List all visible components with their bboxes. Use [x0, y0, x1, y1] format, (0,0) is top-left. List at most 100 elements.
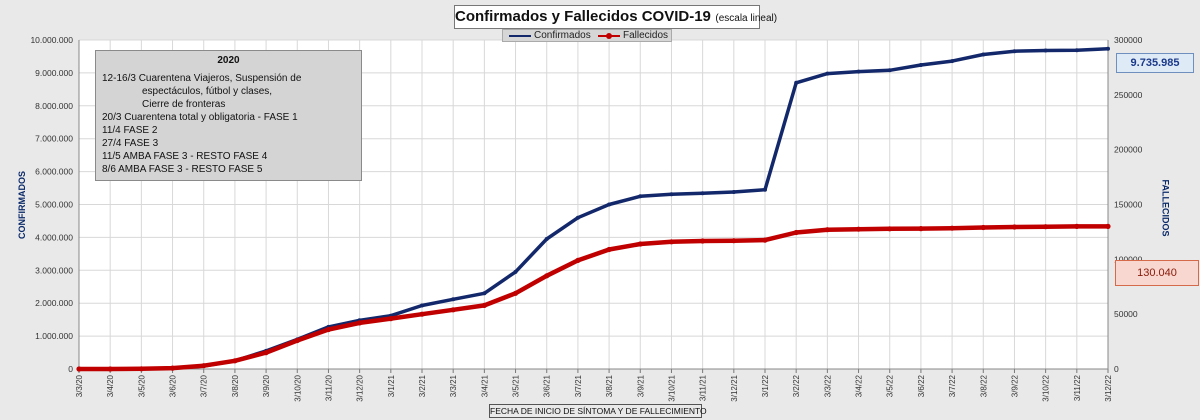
x-tick-label: 3/4/22: [855, 374, 864, 397]
data-point-confirmados: [575, 215, 580, 220]
x-tick-label: 3/8/21: [605, 374, 614, 397]
y-right-tick-label: 100000: [1114, 254, 1143, 264]
x-tick-label: 3/2/22: [792, 374, 801, 397]
data-point-fallecidos: [762, 237, 768, 243]
y-right-tick-label: 150000: [1114, 200, 1143, 210]
data-point-confirmados: [1106, 46, 1110, 51]
legend-swatch-confirmados: [509, 35, 531, 37]
data-point-fallecidos: [294, 337, 300, 344]
data-point-fallecidos: [855, 226, 862, 232]
data-point-fallecidos: [918, 226, 924, 232]
x-tick-label: 3/5/21: [512, 374, 521, 397]
series-group: [76, 46, 1111, 372]
y-left-tick-label: 1.000.000: [35, 331, 73, 341]
x-tick-label: 3/10/20: [293, 374, 302, 401]
data-point-fallecidos: [481, 302, 487, 308]
annotation-line: 11/5 AMBA FASE 3 - RESTO FASE 4: [102, 151, 268, 162]
y-right-tick-label: 50000: [1114, 309, 1138, 319]
data-point-fallecidos: [232, 358, 238, 364]
x-tick-label: 3/4/21: [480, 374, 489, 397]
y-left-tick-label: 0: [68, 364, 73, 374]
x-tick-label: 3/11/21: [699, 374, 708, 401]
x-tick-label: 3/1/21: [387, 374, 396, 397]
y-left-tick-label: 5.000.000: [35, 200, 73, 210]
series-line-fallecidos: [76, 224, 1111, 372]
legend-label-confirmados: Confirmados: [534, 30, 591, 41]
x-axis-title: FECHA DE INICIO DE SÍNTOMA Y DE FALLECIM…: [489, 404, 707, 418]
data-point-fallecidos: [637, 241, 643, 247]
x-tick-label: 3/6/22: [917, 374, 926, 397]
annotation-line: 27/4 FASE 3: [102, 138, 159, 149]
x-tick-label: 3/11/22: [1073, 374, 1082, 401]
annotation-line: 11/4 FASE 2: [102, 125, 158, 136]
data-point-fallecidos: [700, 238, 706, 244]
annotation-line: espectáculos, fútbol y clases,: [142, 86, 273, 97]
y-left-tick-label: 6.000.000: [35, 167, 73, 177]
data-point-confirmados: [950, 59, 955, 64]
data-point-fallecidos: [107, 366, 113, 372]
x-tick-label: 3/3/22: [823, 374, 832, 397]
data-point-confirmados: [731, 190, 736, 194]
annotation-line: 12-16/3 Cuarentena Viajeros, Suspensión …: [102, 73, 302, 84]
y-axis-left-label: CONFIRMADOS: [17, 171, 27, 239]
y-axis-right: 0 50000 100000 150000 200000 250000 300000: [1114, 35, 1143, 374]
data-point-confirmados: [669, 192, 674, 197]
data-point-confirmados: [918, 63, 923, 67]
data-point-fallecidos: [606, 246, 612, 253]
y-axis-right-label: FALLECIDOS: [1160, 179, 1171, 237]
data-point-fallecidos: [201, 363, 207, 369]
data-point-confirmados: [544, 237, 549, 241]
annotation-year: 2020: [217, 55, 240, 66]
data-point-confirmados: [825, 71, 830, 76]
data-point-fallecidos: [419, 311, 425, 317]
data-point-fallecidos: [887, 226, 893, 232]
x-tick-label: 3/4/20: [106, 374, 115, 397]
legend: Confirmados Fallecidos: [502, 29, 672, 42]
annotation-line: 20/3 Cuarentena total y obligatoria - FA…: [102, 112, 298, 123]
x-tick-label: 3/6/21: [543, 374, 552, 397]
x-tick-label: 3/10/21: [667, 374, 676, 401]
data-point-confirmados: [451, 297, 456, 302]
data-point-fallecidos: [575, 257, 581, 263]
y-right-tick-label: 200000: [1114, 145, 1143, 155]
data-point-confirmados: [482, 291, 487, 296]
data-point-fallecidos: [949, 225, 955, 231]
x-tick-label: 3/12/21: [730, 374, 739, 401]
data-point-confirmados: [763, 187, 767, 192]
data-point-fallecidos: [1105, 223, 1111, 229]
data-point-fallecidos: [450, 307, 456, 313]
annotation-box: 2020 12-16/3 Cuarentena Viajeros, Suspen…: [95, 50, 362, 181]
data-point-fallecidos: [544, 273, 550, 279]
data-point-confirmados: [887, 68, 892, 73]
x-tick-label: 3/9/20: [262, 374, 271, 397]
x-tick-label: 3/8/20: [231, 374, 240, 397]
x-tick-label: 3/9/21: [636, 374, 645, 397]
data-point-confirmados: [981, 52, 986, 57]
data-point-fallecidos: [512, 290, 519, 296]
legend-marker-fallecidos: [606, 33, 612, 39]
data-point-fallecidos: [357, 320, 363, 326]
data-point-fallecidos: [793, 229, 799, 236]
annotation-line: Cierre de fronteras: [142, 99, 226, 110]
data-point-fallecidos: [824, 227, 831, 233]
y-left-tick-label: 7.000.000: [35, 134, 73, 144]
y-left-tick-label: 3.000.000: [35, 265, 73, 275]
title-subtitle: (escala lineal): [715, 13, 778, 24]
x-tick-label: 3/5/20: [137, 374, 146, 397]
data-point-confirmados: [1012, 49, 1017, 54]
data-point-confirmados: [513, 269, 518, 274]
x-tick-label: 3/7/20: [200, 374, 209, 397]
y-axis-left: 0 1.000.000 2.000.000 3.000.000 4.000.000 5.0…: [30, 35, 73, 374]
data-point-fallecidos: [138, 366, 144, 372]
y-right-tick-label: 300000: [1114, 35, 1143, 45]
y-left-tick-label: 10.000.000: [30, 35, 73, 45]
x-tick-label: 3/3/21: [449, 374, 458, 397]
x-tick-label: 3/5/22: [886, 374, 895, 397]
x-tick-label: 3/12/22: [1104, 374, 1113, 401]
y-left-tick-label: 4.000.000: [35, 232, 73, 242]
x-tick-label: 3/3/20: [75, 374, 84, 397]
x-tick-label: 3/9/22: [1010, 374, 1019, 397]
data-point-confirmados: [794, 80, 799, 85]
data-point-confirmados: [700, 191, 705, 196]
